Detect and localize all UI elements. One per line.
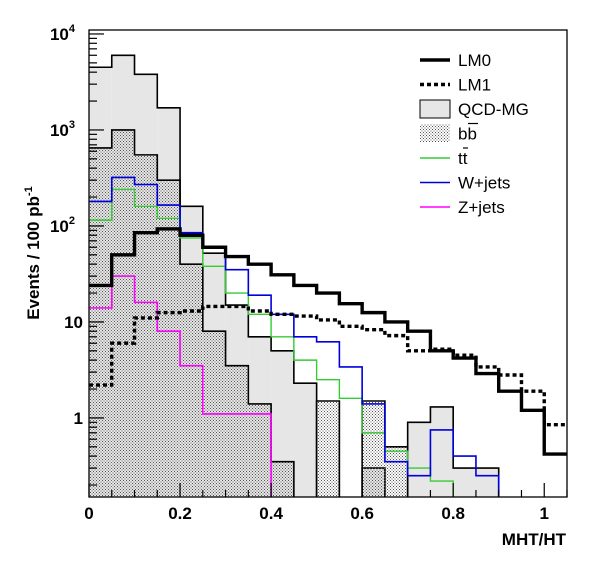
legend-item-bb: bb [420,122,478,144]
legend-item-wjets: W+jets [420,174,510,193]
bar-bb-3 [157,180,181,497]
bar-bb-5 [202,331,226,497]
line-lm0 [89,227,567,456]
line-tt [89,188,454,497]
legend-label: bb [458,125,477,144]
y-axis-label-main: Events / 100 pb [24,196,43,320]
bar-qcd-16 [453,468,476,497]
bar-bb-6 [225,365,249,497]
series-zjets [89,275,272,497]
series-lm1 [89,304,567,427]
x-tick-label: 0 [84,504,93,523]
legend-label: W+jets [458,174,510,193]
axis-layer: 0 0.2 0.4 0.6 0.8 1 1 10 102 103 104 [50,23,568,523]
line-lm1 [89,304,567,427]
series-wjets [89,176,500,497]
bar-qcd-8 [271,350,294,497]
legend-item-tt: tt [420,147,468,168]
plot-frame [88,29,568,498]
series-layer [89,54,567,497]
bar-bb-8 [271,461,294,497]
legend-item-lm0: LM0 [420,51,491,70]
y-tick-label: 104 [50,23,76,44]
bar-bb-1 [111,129,135,497]
series-lm0 [89,227,567,456]
y-tick-label: 1 [74,409,83,428]
bar-qcd-15 [430,406,454,497]
legend-item-lm1: LM1 [420,76,491,95]
bar-bb-10 [316,401,340,497]
bar-bb-13 [384,446,408,497]
legend-label: QCD-MG [458,100,529,119]
y-tick-label: 103 [50,119,75,140]
line-zjets [89,275,272,497]
series-tt [89,188,454,497]
y-axis-label-superscript: -1 [23,186,35,196]
legend-label: LM1 [458,76,491,95]
bar-bb-12 [362,401,385,497]
bar-bb-2 [134,154,158,497]
y-tick-label: 10 [64,313,83,332]
bar-qcd-14 [407,422,431,497]
bar-qcd-9 [293,383,317,497]
outline-qcd [89,54,500,497]
line-wjets [89,176,500,497]
y-axis-label: Events / 100 pb-1 [23,186,43,320]
legend: LM0 LM1 QCD-MG bb tt W+jets Z+jets [419,51,529,217]
x-axis-label: MHT/HT [502,530,567,549]
legend-item-zjets: Z+jets [420,198,505,217]
x-tick-label: 0.8 [441,504,465,523]
legend-swatch [420,124,450,143]
x-tick-label: 0.6 [350,504,374,523]
x-tick-label: 0.2 [168,504,192,523]
x-tick-label: 0.4 [259,504,283,523]
x-tick-label: 1 [540,504,549,523]
legend-label: Z+jets [458,198,505,217]
legend-item-qcd: QCD-MG [419,99,529,119]
bar-bb-7 [248,403,272,497]
legend-label: tt [458,149,468,168]
bar-bb-4 [180,264,203,497]
bar-qcd-17 [475,468,499,497]
outline-bb [89,129,409,497]
legend-swatch [419,99,451,119]
y-tick-label: 102 [50,215,75,236]
legend-label: LM0 [458,51,491,70]
